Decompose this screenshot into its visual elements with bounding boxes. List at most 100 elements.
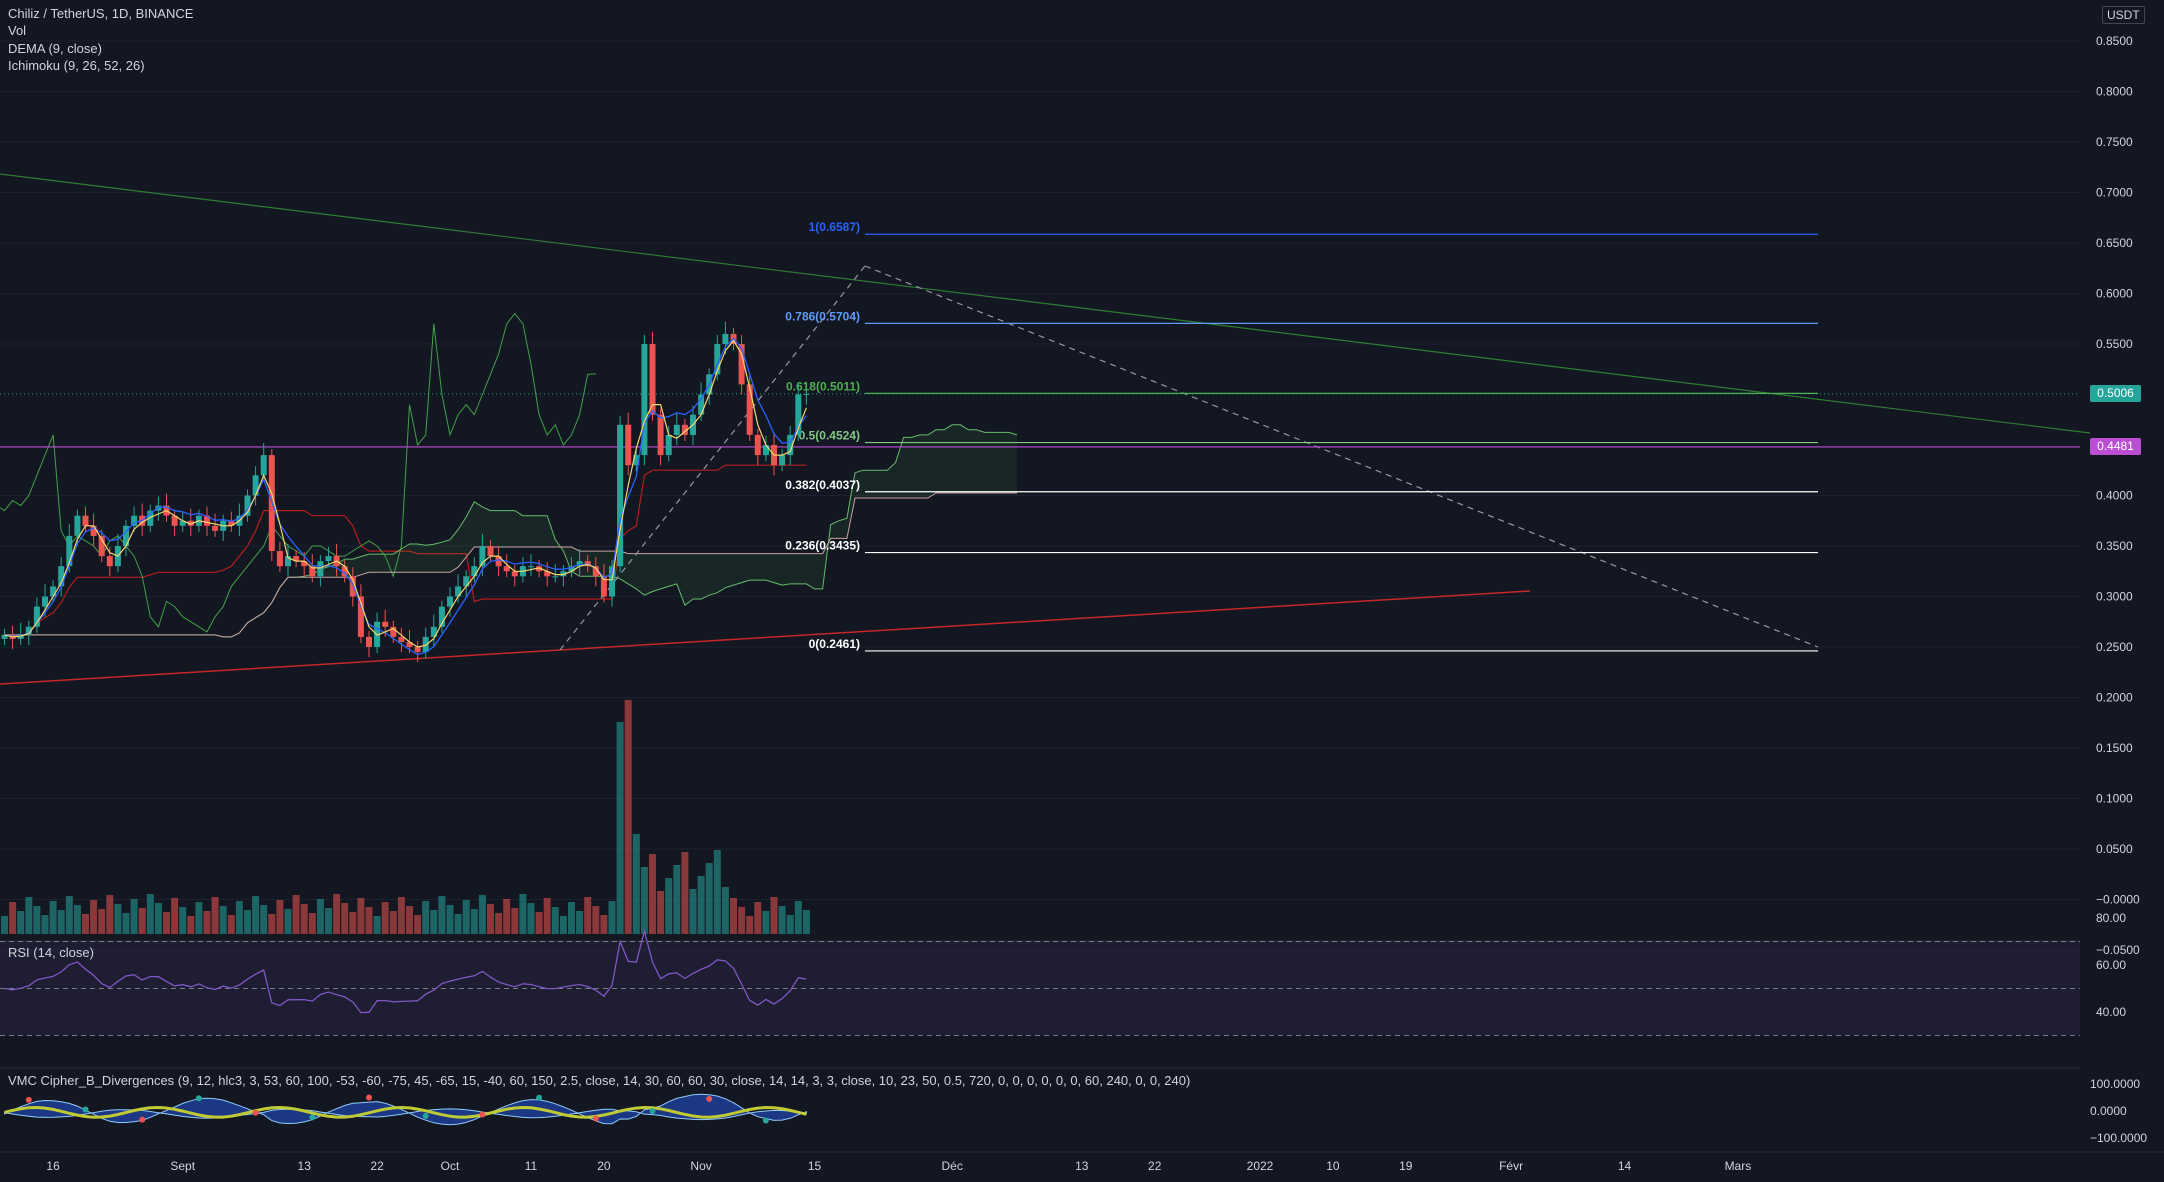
vmc-dot [479, 1111, 486, 1118]
volume-bar [592, 906, 600, 934]
volume-bar [179, 907, 187, 934]
time-tick-label: Sept [170, 1159, 195, 1173]
candle-body [293, 556, 300, 562]
price-tick-label: 0.7500 [2096, 135, 2133, 149]
vmc-wave [4, 1093, 807, 1126]
candle-body [787, 434, 794, 456]
time-tick-label: 14 [1618, 1159, 1632, 1173]
fib-level-label: 0(0.2461) [809, 637, 860, 651]
candle-body [414, 647, 421, 653]
candle-body [204, 515, 210, 526]
vmc-money-flow [4, 1105, 807, 1119]
time-tick-label: 22 [1148, 1159, 1162, 1173]
volume-bar [1, 916, 8, 934]
currency-label[interactable]: USDT [2102, 6, 2145, 24]
rsi-legend[interactable]: RSI (14, close) [8, 945, 94, 960]
volume-bar [754, 902, 762, 934]
candle-body [609, 566, 615, 597]
rsi-tick-label: 60.00 [2096, 958, 2126, 972]
fib-level-label: 0.786(0.5704) [785, 309, 860, 323]
volume-bar [17, 911, 25, 934]
volume-bar [438, 896, 446, 934]
volume-bar [244, 910, 251, 934]
price-tick-label: 0.8500 [2096, 34, 2133, 48]
volume-bar [746, 916, 754, 934]
volume-bar [333, 894, 341, 934]
volume-bar [98, 909, 106, 934]
volume-bar [608, 901, 616, 934]
fib-level-label: 0.382(0.4037) [785, 478, 860, 492]
conversion-line [4, 339, 807, 648]
volume-bar [357, 898, 365, 934]
legend-vol[interactable]: Vol [8, 23, 27, 38]
volume-bar [738, 907, 746, 934]
candle-body [657, 414, 664, 456]
vmc-dot [139, 1116, 146, 1123]
volume-bar [33, 906, 41, 934]
price-tick-label: 0.6000 [2096, 287, 2133, 301]
volume-bar [276, 900, 284, 934]
volume-bar [308, 913, 316, 934]
candle-body [382, 621, 389, 627]
candle-body [438, 606, 445, 627]
candle-body [471, 566, 478, 577]
volume-bar [349, 912, 357, 934]
vmc-dot [536, 1094, 543, 1101]
candle-body [301, 561, 308, 567]
fib-level-label: 0.618(0.5011) [786, 379, 860, 393]
candle-body [422, 636, 429, 653]
candle-body [179, 520, 186, 526]
candle-body [560, 571, 567, 577]
volume-bar [163, 912, 170, 934]
legend-dema[interactable]: DEMA (9, close) [8, 41, 102, 56]
legend-ichimoku[interactable]: Ichimoku (9, 26, 52, 26) [8, 58, 145, 73]
candle-body [98, 535, 105, 557]
volume-bar [713, 850, 721, 934]
candle-body [317, 561, 324, 577]
volume-bar [503, 899, 511, 934]
candle-body [212, 525, 219, 531]
vmc-tick-label: 100.0000 [2090, 1077, 2140, 1091]
candle-body [25, 626, 32, 635]
candle-body [357, 596, 364, 637]
time-tick-label: 16 [46, 1159, 60, 1173]
candle-body [228, 520, 235, 526]
candle-body [633, 455, 640, 466]
vmc-dot [366, 1094, 372, 1101]
volume-bar [41, 915, 49, 934]
candle-body [592, 566, 599, 577]
candle-body [123, 525, 129, 546]
price-tick-label: 0.4000 [2096, 489, 2133, 503]
price-tick-label: −0.0500 [2096, 943, 2140, 957]
price-tick-label: −0.0000 [2096, 893, 2140, 907]
vmc-tick-label: −100.0000 [2090, 1131, 2147, 1145]
volume-bar [154, 903, 162, 934]
volume-bar [171, 898, 179, 934]
volume-bar [600, 915, 608, 934]
volume-bar [649, 854, 656, 934]
vmc-dot [706, 1095, 713, 1102]
symbol-title: Chiliz / TetherUS, 1D, BINANCE [8, 6, 194, 21]
price-tick-label: 0.3000 [2096, 590, 2133, 604]
volume-bar [527, 903, 535, 934]
volume-bar [576, 911, 584, 934]
candle-body [406, 641, 413, 647]
ichimoku-span-b [4, 492, 1017, 638]
fib-level-label: 0.236(0.3435) [785, 539, 860, 553]
volume-bar [478, 895, 486, 934]
price-tick-label: 0.2500 [2096, 640, 2133, 654]
volume-bar [681, 852, 689, 934]
volume-bar [316, 899, 324, 934]
vmc-legend[interactable]: VMC Cipher_B_Divergences (9, 12, hlc3, 3… [8, 1073, 1191, 1088]
volume-bar [762, 911, 770, 934]
candle-body [147, 510, 154, 526]
candle-body [1, 634, 8, 639]
time-tick-label: 13 [1075, 1159, 1089, 1173]
volume-bar [551, 907, 559, 934]
volume-bar [624, 700, 632, 934]
candle-body [714, 344, 721, 375]
candle-body [260, 455, 267, 476]
candle-body [495, 556, 502, 567]
level-badge: 0.4481 [2090, 437, 2141, 455]
